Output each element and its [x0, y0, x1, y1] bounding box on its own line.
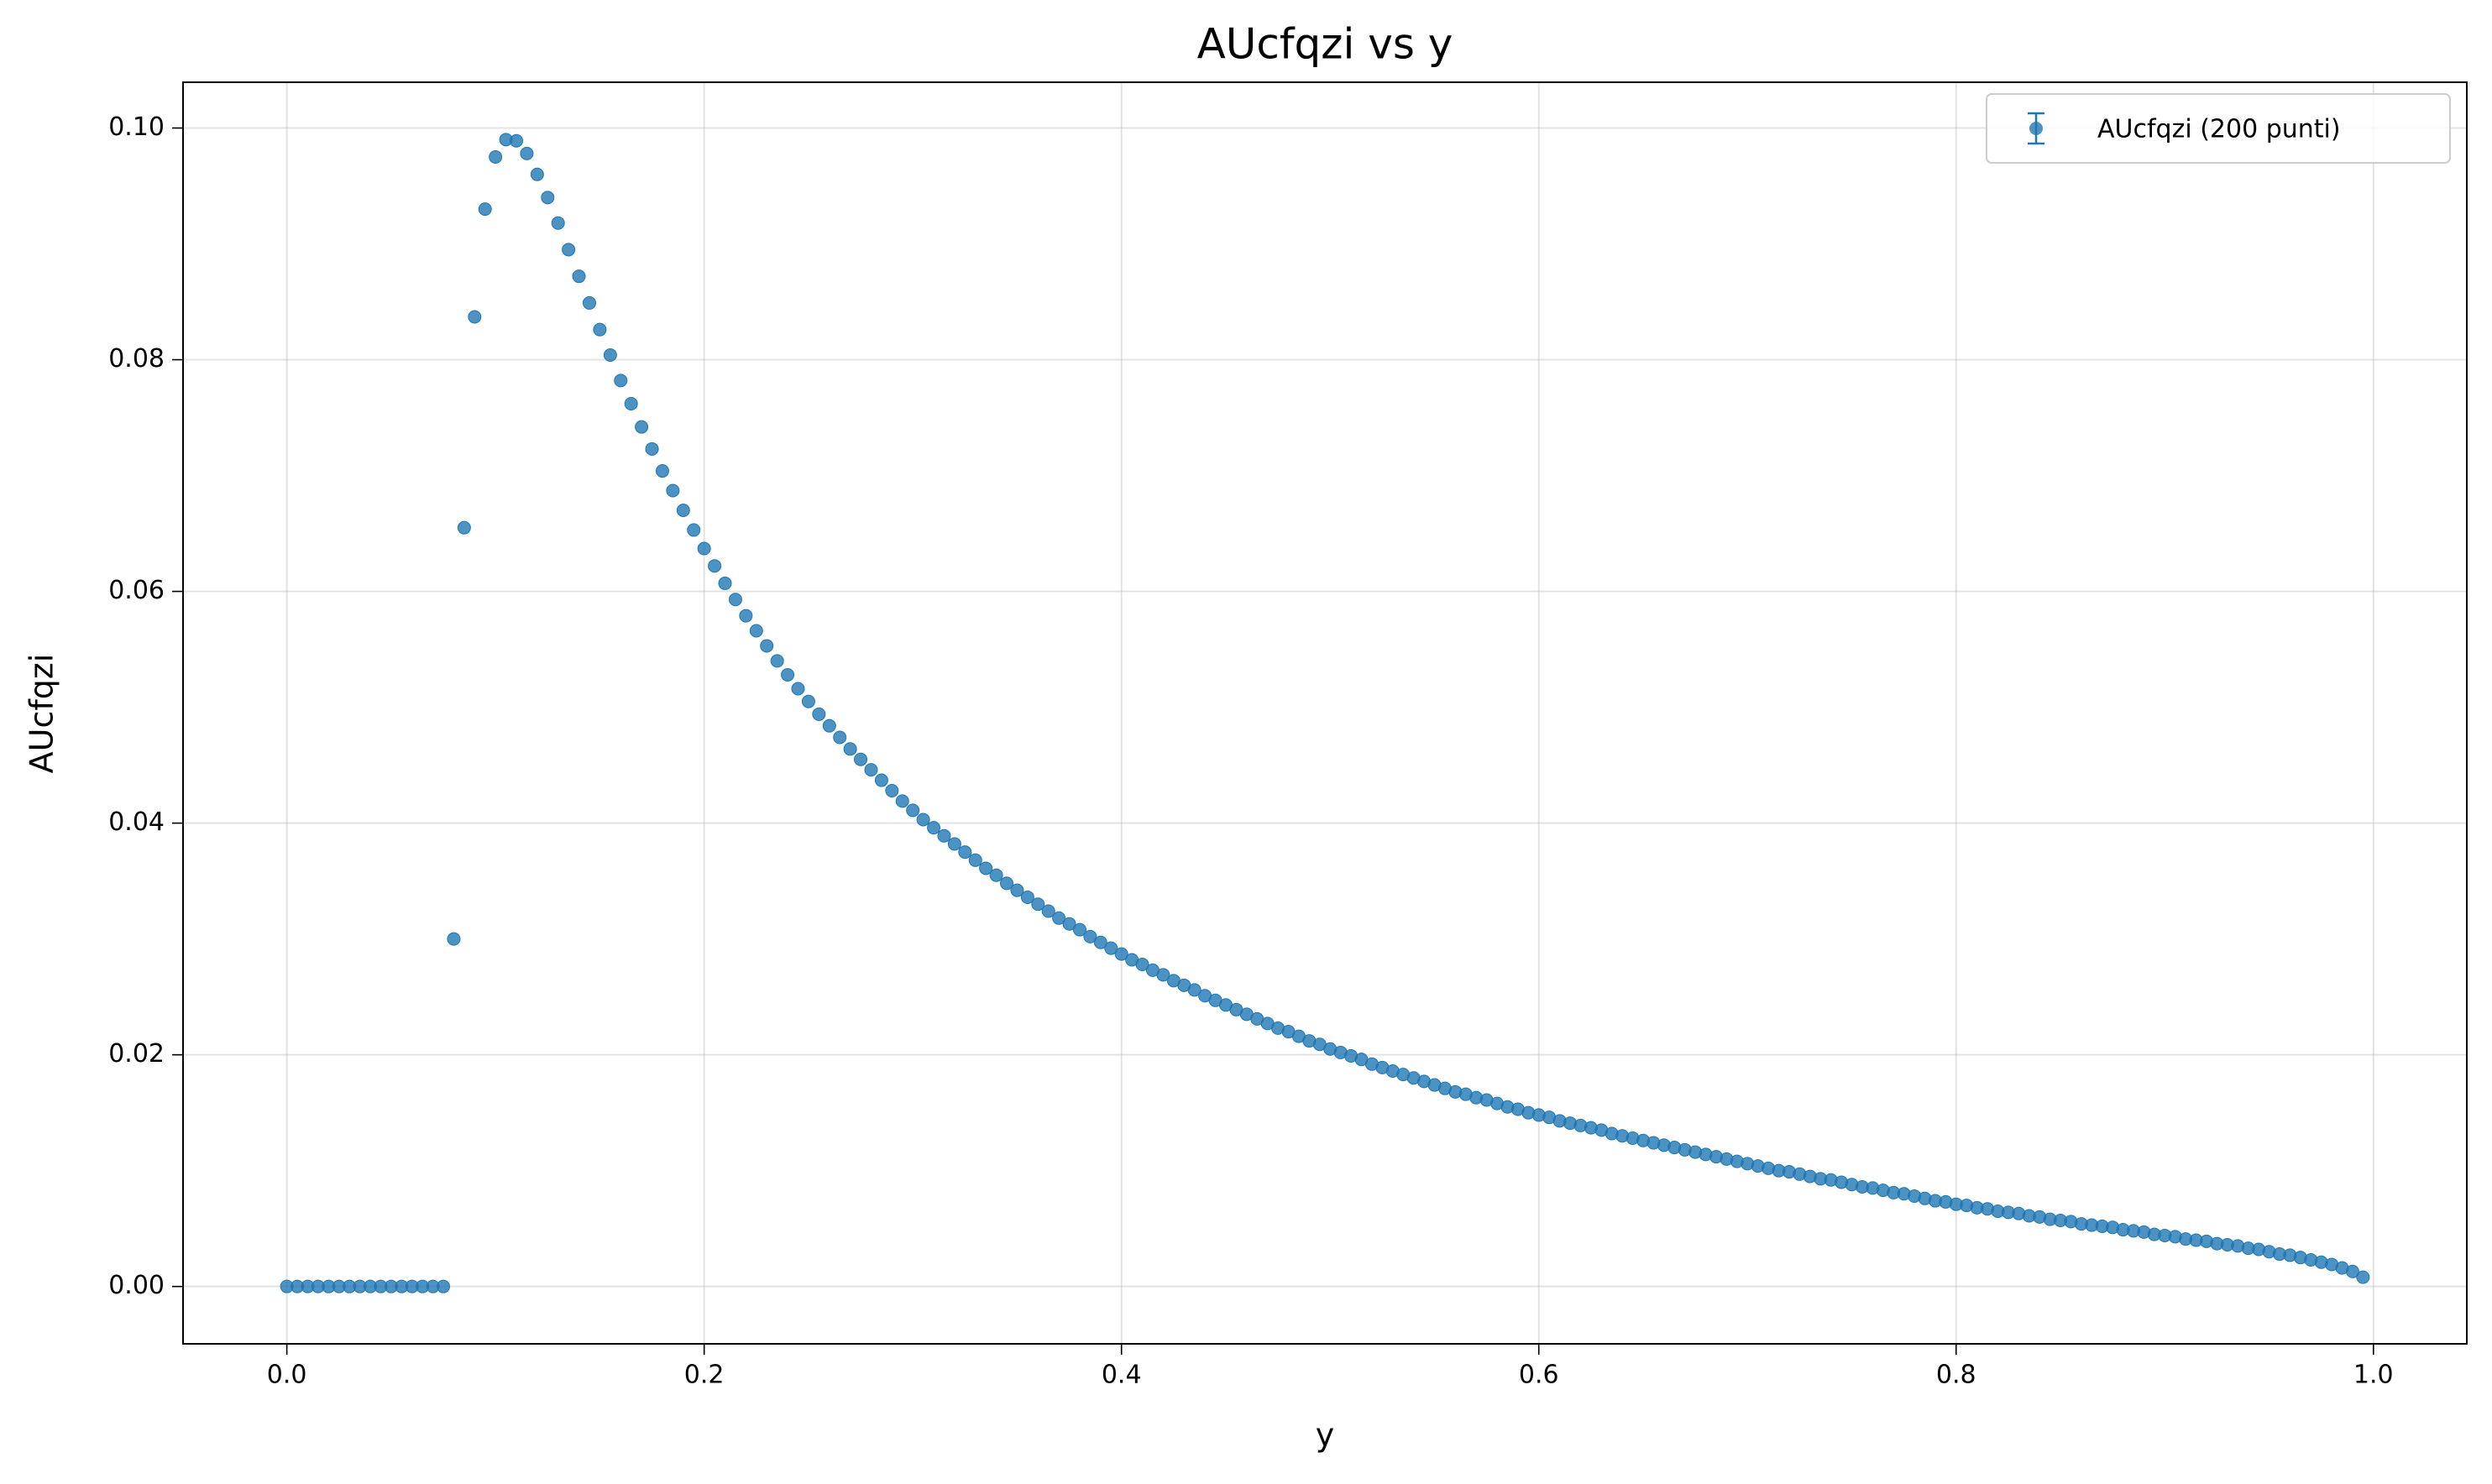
- legend-marker: [2029, 122, 2043, 135]
- y-tick-label: 0.06: [108, 576, 165, 605]
- data-point: [937, 828, 951, 843]
- legend-label: AUcfqzi (200 punti): [2097, 115, 2341, 144]
- data-point: [687, 523, 701, 537]
- data-point: [437, 1279, 451, 1293]
- data-point: [551, 216, 565, 230]
- x-tick-label: 0.4: [1102, 1361, 1142, 1390]
- data-point: [2345, 1264, 2359, 1278]
- data-point: [1020, 890, 1034, 904]
- data-point: [624, 396, 638, 410]
- data-point: [708, 559, 722, 573]
- data-point: [572, 269, 586, 284]
- data-point: [874, 773, 888, 787]
- data-point: [801, 694, 815, 708]
- data-point: [510, 133, 524, 148]
- data-point: [822, 718, 836, 733]
- data-point: [1010, 883, 1024, 897]
- y-tick-label: 0.00: [108, 1271, 165, 1300]
- y-tick-label: 0.02: [108, 1039, 165, 1069]
- data-point: [728, 593, 742, 607]
- y-tick-label: 0.04: [108, 807, 165, 837]
- data-point: [1041, 904, 1055, 918]
- data-point: [1000, 876, 1014, 891]
- data-point: [697, 541, 711, 556]
- data-point: [1156, 968, 1170, 982]
- data-point: [958, 845, 972, 860]
- legend-box: [1986, 93, 2451, 164]
- x-tick-label: 0.8: [1936, 1361, 1976, 1390]
- data-point: [770, 654, 784, 668]
- chart-title: AUcfqzi vs y: [1197, 20, 1453, 69]
- data-point: [781, 667, 795, 682]
- data-point: [812, 707, 826, 721]
- data-point: [718, 576, 732, 590]
- data-point: [843, 742, 857, 756]
- data-point: [447, 932, 461, 946]
- data-point: [749, 624, 763, 638]
- data-point: [457, 520, 471, 535]
- data-point: [1104, 941, 1118, 955]
- data-point: [968, 853, 982, 867]
- data-point: [645, 442, 659, 456]
- data-point: [1114, 947, 1128, 961]
- data-point: [1135, 957, 1149, 971]
- data-point: [593, 322, 607, 337]
- data-point: [864, 763, 878, 777]
- data-point: [739, 609, 753, 623]
- data-point: [1031, 897, 1045, 912]
- data-point: [635, 420, 649, 434]
- data-point: [530, 167, 544, 181]
- data-point: [614, 374, 628, 388]
- data-point: [562, 243, 576, 257]
- y-tick-label: 0.08: [108, 344, 165, 374]
- data-point: [927, 821, 941, 835]
- data-point: [489, 150, 503, 165]
- grid: [183, 82, 2467, 1344]
- axes-frame: [182, 81, 2468, 1345]
- data-point: [906, 803, 920, 818]
- data-point: [478, 202, 492, 217]
- data-point: [676, 503, 690, 517]
- data-point: [1052, 911, 1066, 925]
- data-point: [916, 813, 930, 827]
- x-tick-label: 0.2: [684, 1361, 725, 1390]
- data-point: [1062, 917, 1076, 931]
- data-point: [2356, 1270, 2370, 1284]
- data-point: [895, 794, 909, 808]
- data-point: [885, 783, 899, 797]
- data-point: [582, 295, 596, 310]
- data-point: [1093, 935, 1107, 949]
- data-point: [520, 146, 534, 160]
- data-point: [603, 348, 617, 363]
- data-point: [947, 837, 961, 851]
- data-point: [989, 868, 1003, 882]
- data-point: [1187, 983, 1202, 997]
- data-point: [1083, 929, 1097, 943]
- x-axis-label: y: [1316, 1417, 1335, 1454]
- data-point: [1072, 922, 1086, 937]
- plot-area: [280, 133, 2370, 1293]
- data-point: [541, 191, 555, 205]
- data-point: [979, 861, 993, 875]
- x-tick-label: 1.0: [2353, 1361, 2394, 1390]
- y-tick-label: 0.10: [108, 112, 165, 142]
- y-axis-label: AUcfqzi: [24, 654, 60, 774]
- x-tick-label: 0.0: [267, 1361, 307, 1390]
- x-tick-label: 0.6: [1519, 1361, 1559, 1390]
- data-point: [468, 310, 482, 324]
- data-point: [666, 483, 680, 498]
- data-point: [760, 639, 774, 653]
- legend: AUcfqzi (200 punti): [1986, 93, 2451, 164]
- data-point: [791, 682, 805, 696]
- data-point: [854, 752, 868, 766]
- data-point: [655, 464, 669, 478]
- data-point: [833, 730, 847, 745]
